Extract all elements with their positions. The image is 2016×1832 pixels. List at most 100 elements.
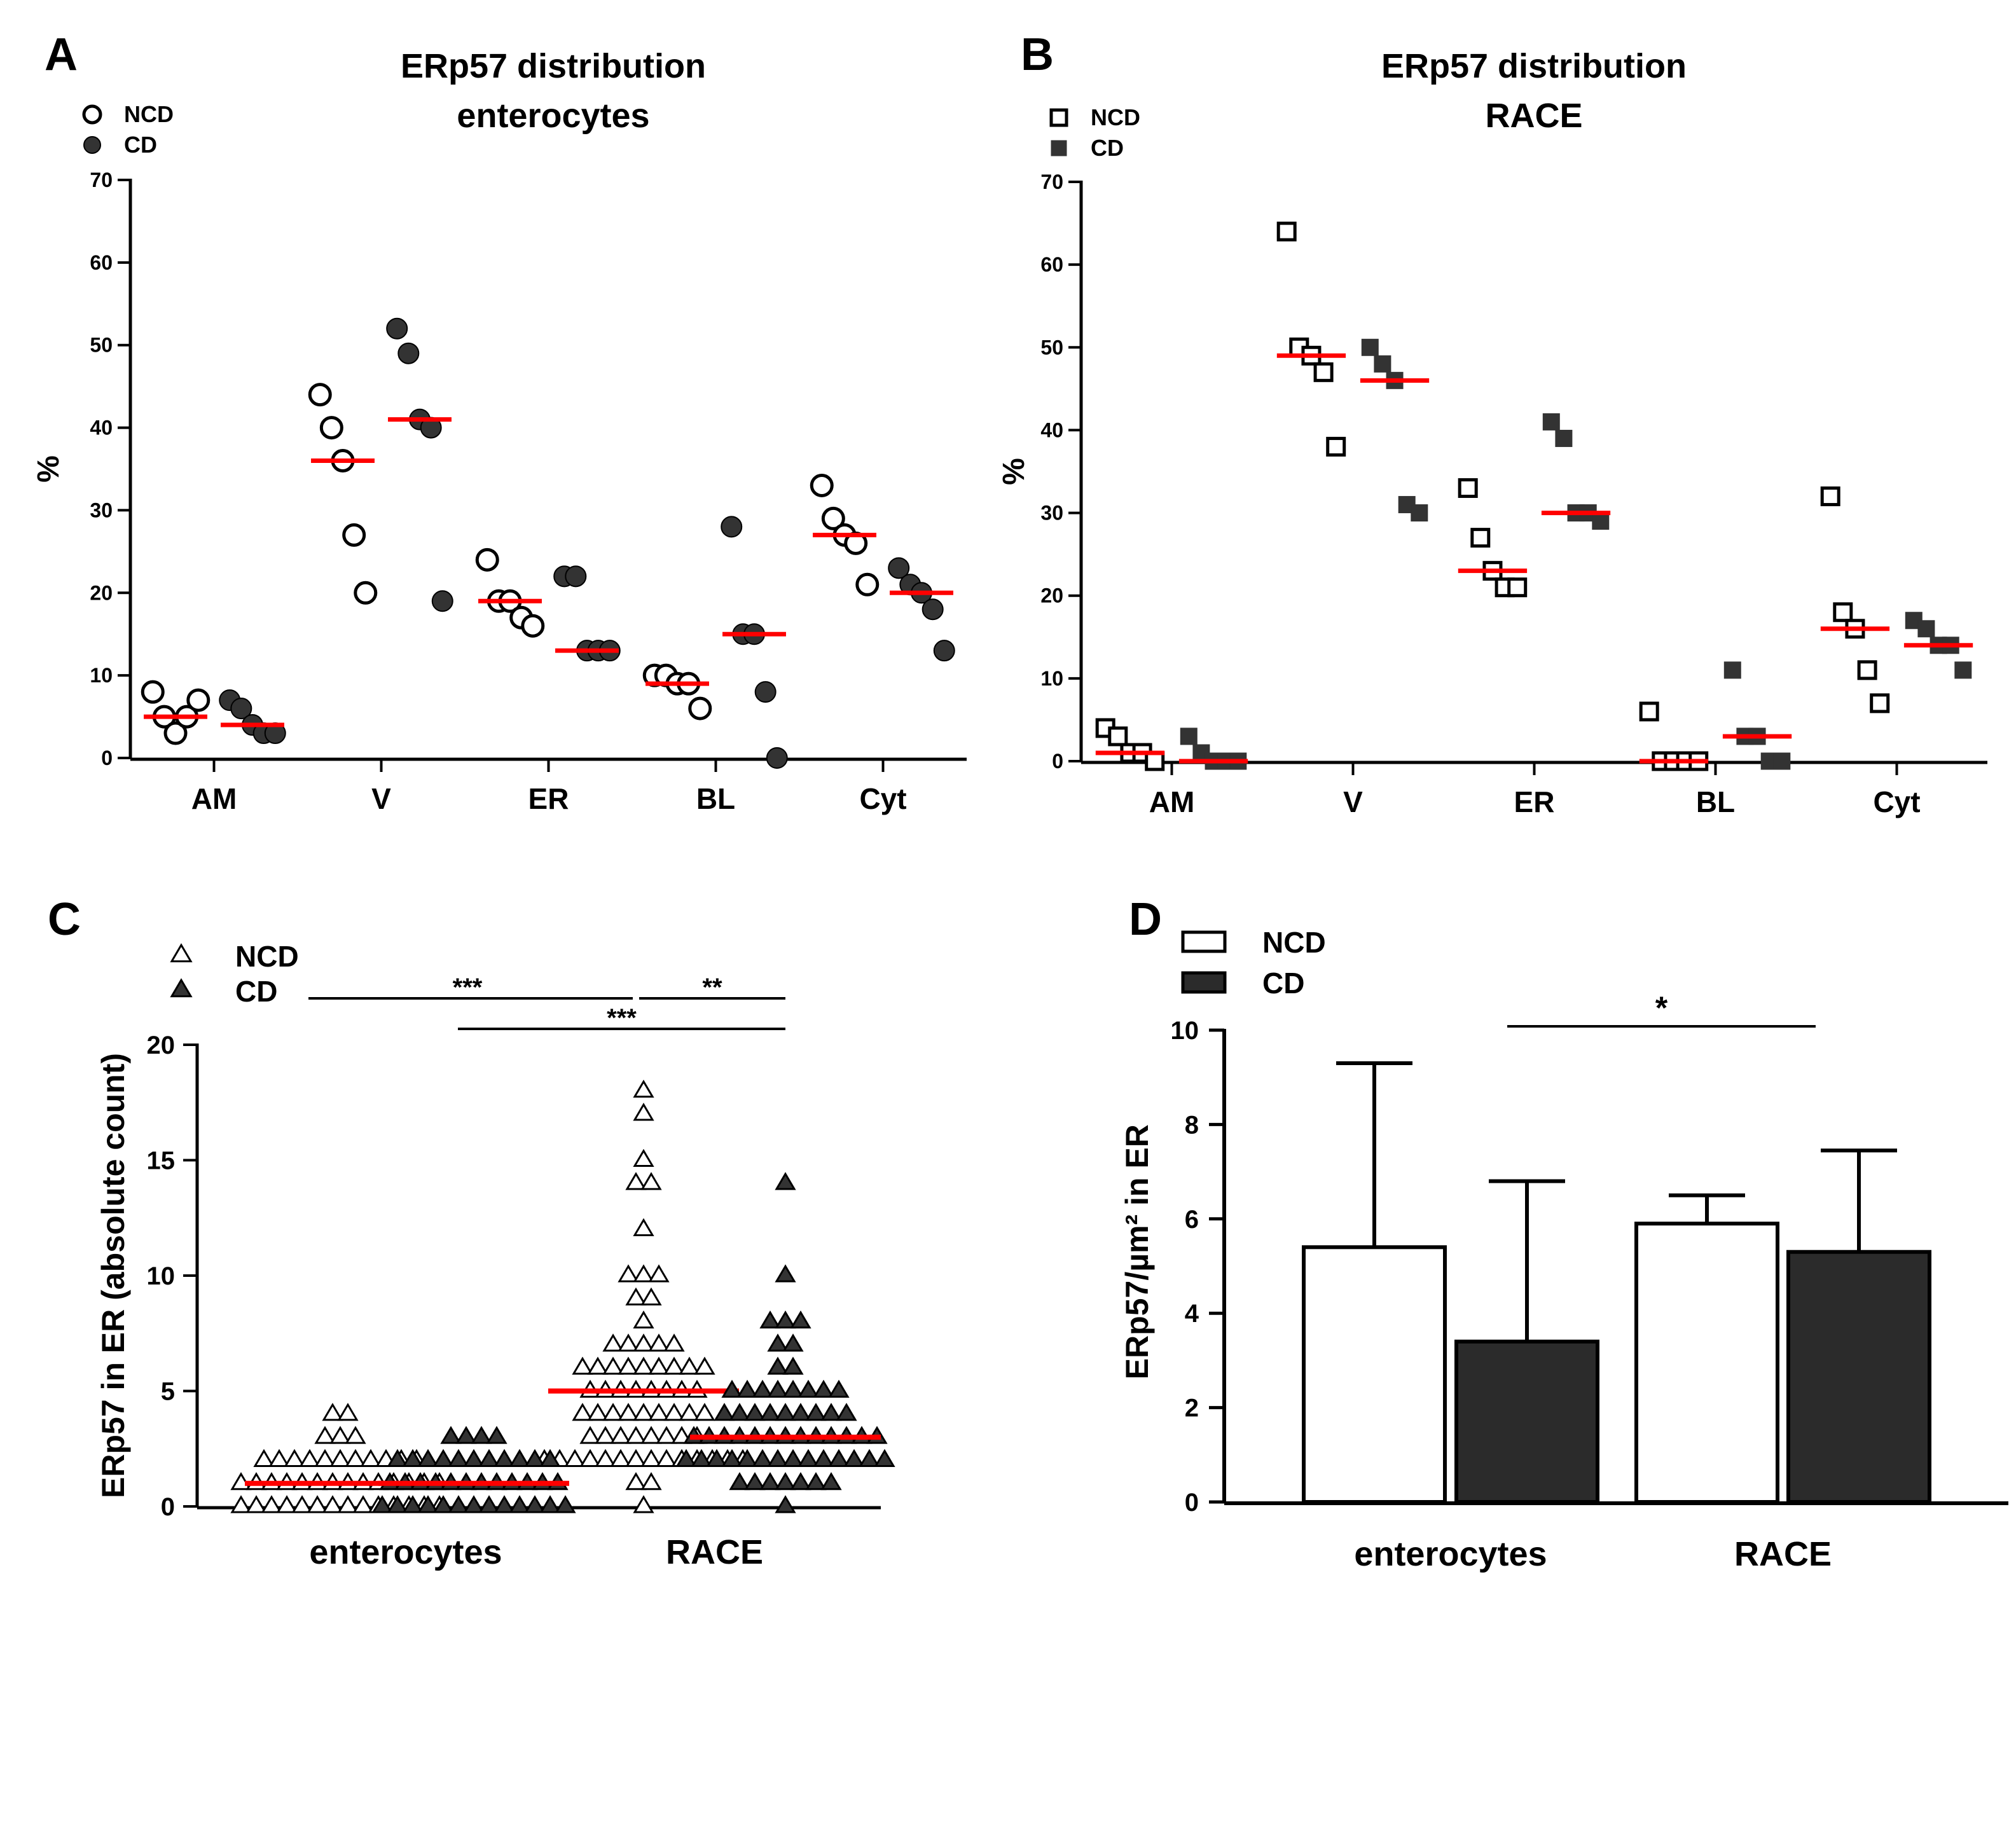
- data-point-cd: [744, 1403, 766, 1421]
- data-point-cd: [402, 1449, 424, 1467]
- data-point-cd: [813, 1379, 834, 1398]
- data-point-ncd: [663, 1403, 685, 1421]
- x-category-label: RACE: [1734, 1535, 1832, 1573]
- data-point-ncd: [625, 1471, 647, 1491]
- data-point-cd: [1542, 413, 1560, 430]
- data-point-ncd: [308, 383, 332, 407]
- data-point-ncd: [610, 1449, 632, 1467]
- data-point-cd: [775, 1310, 796, 1329]
- data-point-cd: [775, 1403, 796, 1421]
- data-point-ncd: [1470, 528, 1491, 548]
- data-point-ncd: [602, 1333, 624, 1352]
- x-category-label: BL: [1696, 785, 1735, 818]
- data-point-cd: [386, 317, 408, 340]
- chart-title: enterocytes: [457, 97, 649, 135]
- data-point-cd: [432, 1449, 454, 1467]
- data-point-ncd: [579, 1449, 601, 1467]
- y-tick-label: 5: [161, 1378, 175, 1406]
- data-point-ncd: [342, 523, 366, 547]
- panel-letter: C: [48, 894, 81, 945]
- data-point-ncd: [1857, 660, 1877, 680]
- data-point-ncd: [694, 1403, 715, 1421]
- legend-label-cd: CD: [1262, 967, 1304, 1000]
- data-point-cd: [494, 1495, 515, 1513]
- data-point-cd: [463, 1449, 485, 1467]
- data-point-ncd: [314, 1426, 336, 1444]
- significance-label: ***: [607, 1004, 637, 1032]
- y-tick-label: 70: [1040, 170, 1063, 193]
- y-tick-label: 10: [1040, 667, 1063, 690]
- data-point-cd: [448, 1449, 469, 1467]
- data-point-ncd: [291, 1495, 313, 1513]
- legend-label-cd: CD: [1091, 135, 1124, 161]
- data-point-ncd: [625, 1287, 647, 1305]
- data-point-ncd: [345, 1426, 366, 1444]
- y-tick-label: 50: [1040, 336, 1063, 359]
- data-point-cd: [820, 1403, 842, 1421]
- data-point-cd: [775, 1495, 796, 1513]
- significance-label: *: [1655, 990, 1668, 1026]
- data-point-ncd: [1458, 478, 1478, 499]
- data-point-ncd: [253, 1449, 275, 1467]
- data-point-ncd: [633, 1148, 654, 1167]
- data-point-cd: [752, 1379, 773, 1398]
- data-point-ncd: [640, 1172, 662, 1190]
- data-point-cd: [744, 1471, 766, 1491]
- data-point-cd: [565, 565, 587, 588]
- data-point-ncd: [572, 1403, 593, 1421]
- legend-marker-cd: [83, 136, 101, 154]
- x-category-label: RACE: [666, 1533, 763, 1571]
- data-point-cd: [387, 1449, 408, 1467]
- data-point-cd: [440, 1426, 462, 1444]
- y-tick-label: 4: [1185, 1300, 1199, 1328]
- data-point-ncd: [268, 1449, 290, 1467]
- bar-cd: [1786, 1250, 1931, 1504]
- panel-letter: A: [45, 29, 78, 80]
- data-point-cd: [790, 1471, 811, 1491]
- data-point-ncd: [694, 1356, 715, 1375]
- data-point-ncd: [648, 1264, 670, 1283]
- data-point-ncd: [345, 1449, 366, 1467]
- data-point-cd: [494, 1449, 515, 1467]
- data-point-cd: [691, 1449, 712, 1467]
- data-point-cd: [797, 1449, 819, 1467]
- y-tick-label: 0: [161, 1493, 175, 1521]
- data-point-cd: [797, 1379, 819, 1398]
- data-point-cd: [782, 1333, 804, 1352]
- y-tick-label: 0: [1052, 750, 1063, 773]
- data-point-cd: [463, 1495, 485, 1513]
- data-point-cd: [775, 1264, 796, 1283]
- data-point-ncd: [475, 548, 499, 572]
- data-point-ncd: [656, 1449, 677, 1467]
- y-tick-label: 60: [1040, 253, 1063, 276]
- data-point-ncd: [663, 1356, 685, 1375]
- data-point-ncd: [633, 1103, 654, 1121]
- data-point-cd: [397, 342, 420, 364]
- legend-swatch-cd: [1181, 971, 1227, 994]
- data-point-cd: [805, 1403, 827, 1421]
- data-point-cd: [933, 640, 955, 662]
- data-point-ncd: [810, 473, 834, 497]
- x-category-label: AM: [191, 782, 237, 815]
- data-point-cd: [230, 698, 252, 720]
- data-point-ncd: [679, 1403, 700, 1421]
- data-point-ncd: [1326, 436, 1346, 457]
- data-point-ncd: [679, 1356, 700, 1375]
- y-tick-label: 20: [90, 581, 113, 604]
- data-point-ncd: [648, 1403, 670, 1421]
- data-point-cd: [431, 590, 453, 612]
- data-point-ncd: [352, 1495, 374, 1513]
- data-point-ncd: [337, 1403, 359, 1421]
- data-point-cd: [754, 681, 777, 703]
- data-point-cd: [759, 1310, 781, 1329]
- legend-marker-ncd: [170, 943, 193, 963]
- y-tick-label: 30: [1040, 502, 1063, 525]
- data-point-cd: [775, 1172, 796, 1190]
- data-point-ncd: [618, 1264, 639, 1283]
- data-point-cd: [721, 1449, 743, 1467]
- data-point-cd: [922, 598, 944, 621]
- data-point-cd: [790, 1403, 811, 1421]
- legend-label-ncd: NCD: [1262, 926, 1326, 959]
- data-point-cd: [888, 557, 910, 579]
